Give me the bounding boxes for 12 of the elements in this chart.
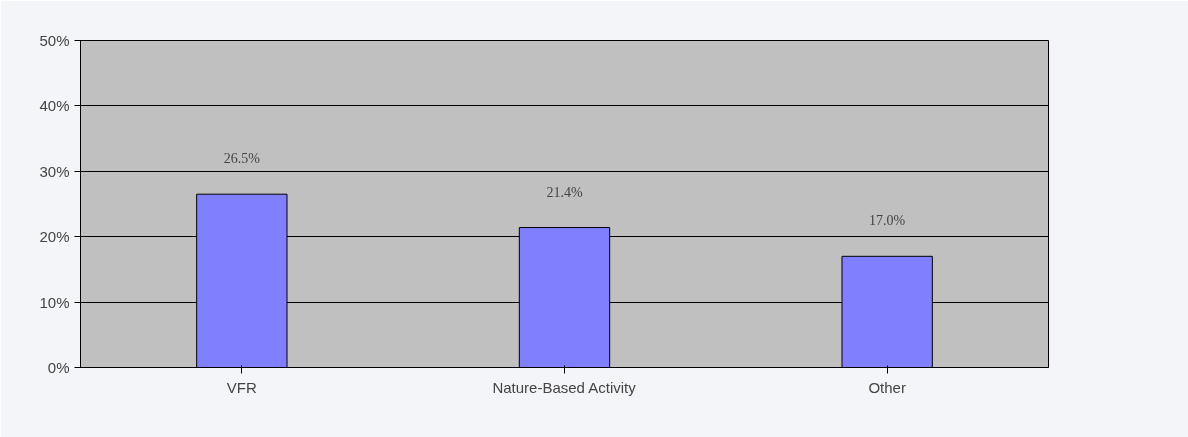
data-label: 21.4% [546,184,583,200]
y-tick-label: 40% [39,97,70,115]
y-tick-label: 30% [39,162,70,180]
y-tick-label: 0% [47,359,70,376]
data-label: 26.5% [223,151,261,167]
y-tick-label: 10% [39,293,70,311]
x-tick-label: VFR [226,378,257,396]
data-label: 17.0% [869,213,906,229]
y-tick-label: 20% [39,228,70,246]
y-tick-label: 50% [39,32,70,49]
x-tick-label: Nature-Based Activity [492,378,637,396]
x-tick-label: Other [868,378,906,396]
